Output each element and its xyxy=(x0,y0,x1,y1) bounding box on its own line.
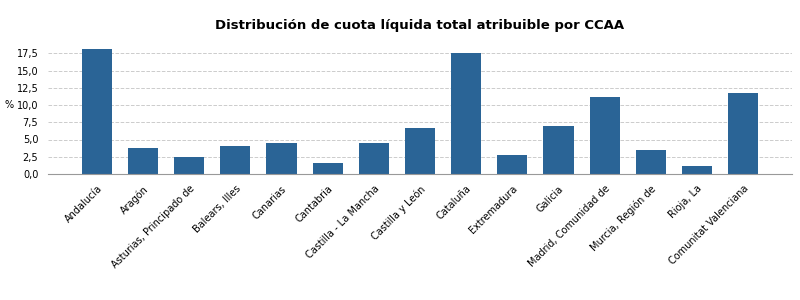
Bar xyxy=(313,163,342,174)
Bar xyxy=(82,49,112,174)
Bar xyxy=(266,143,297,174)
Bar xyxy=(543,126,574,174)
Bar xyxy=(636,150,666,174)
Bar xyxy=(359,143,389,174)
Bar xyxy=(728,93,758,174)
Bar xyxy=(498,155,527,174)
Bar xyxy=(590,98,620,174)
Bar xyxy=(682,166,712,174)
Y-axis label: %: % xyxy=(5,100,14,110)
Bar xyxy=(220,146,250,174)
Bar xyxy=(174,157,204,174)
Bar xyxy=(451,53,481,174)
Bar xyxy=(405,128,435,174)
Bar xyxy=(128,148,158,174)
Title: Distribución de cuota líquida total atribuible por CCAA: Distribución de cuota líquida total atri… xyxy=(215,19,625,32)
